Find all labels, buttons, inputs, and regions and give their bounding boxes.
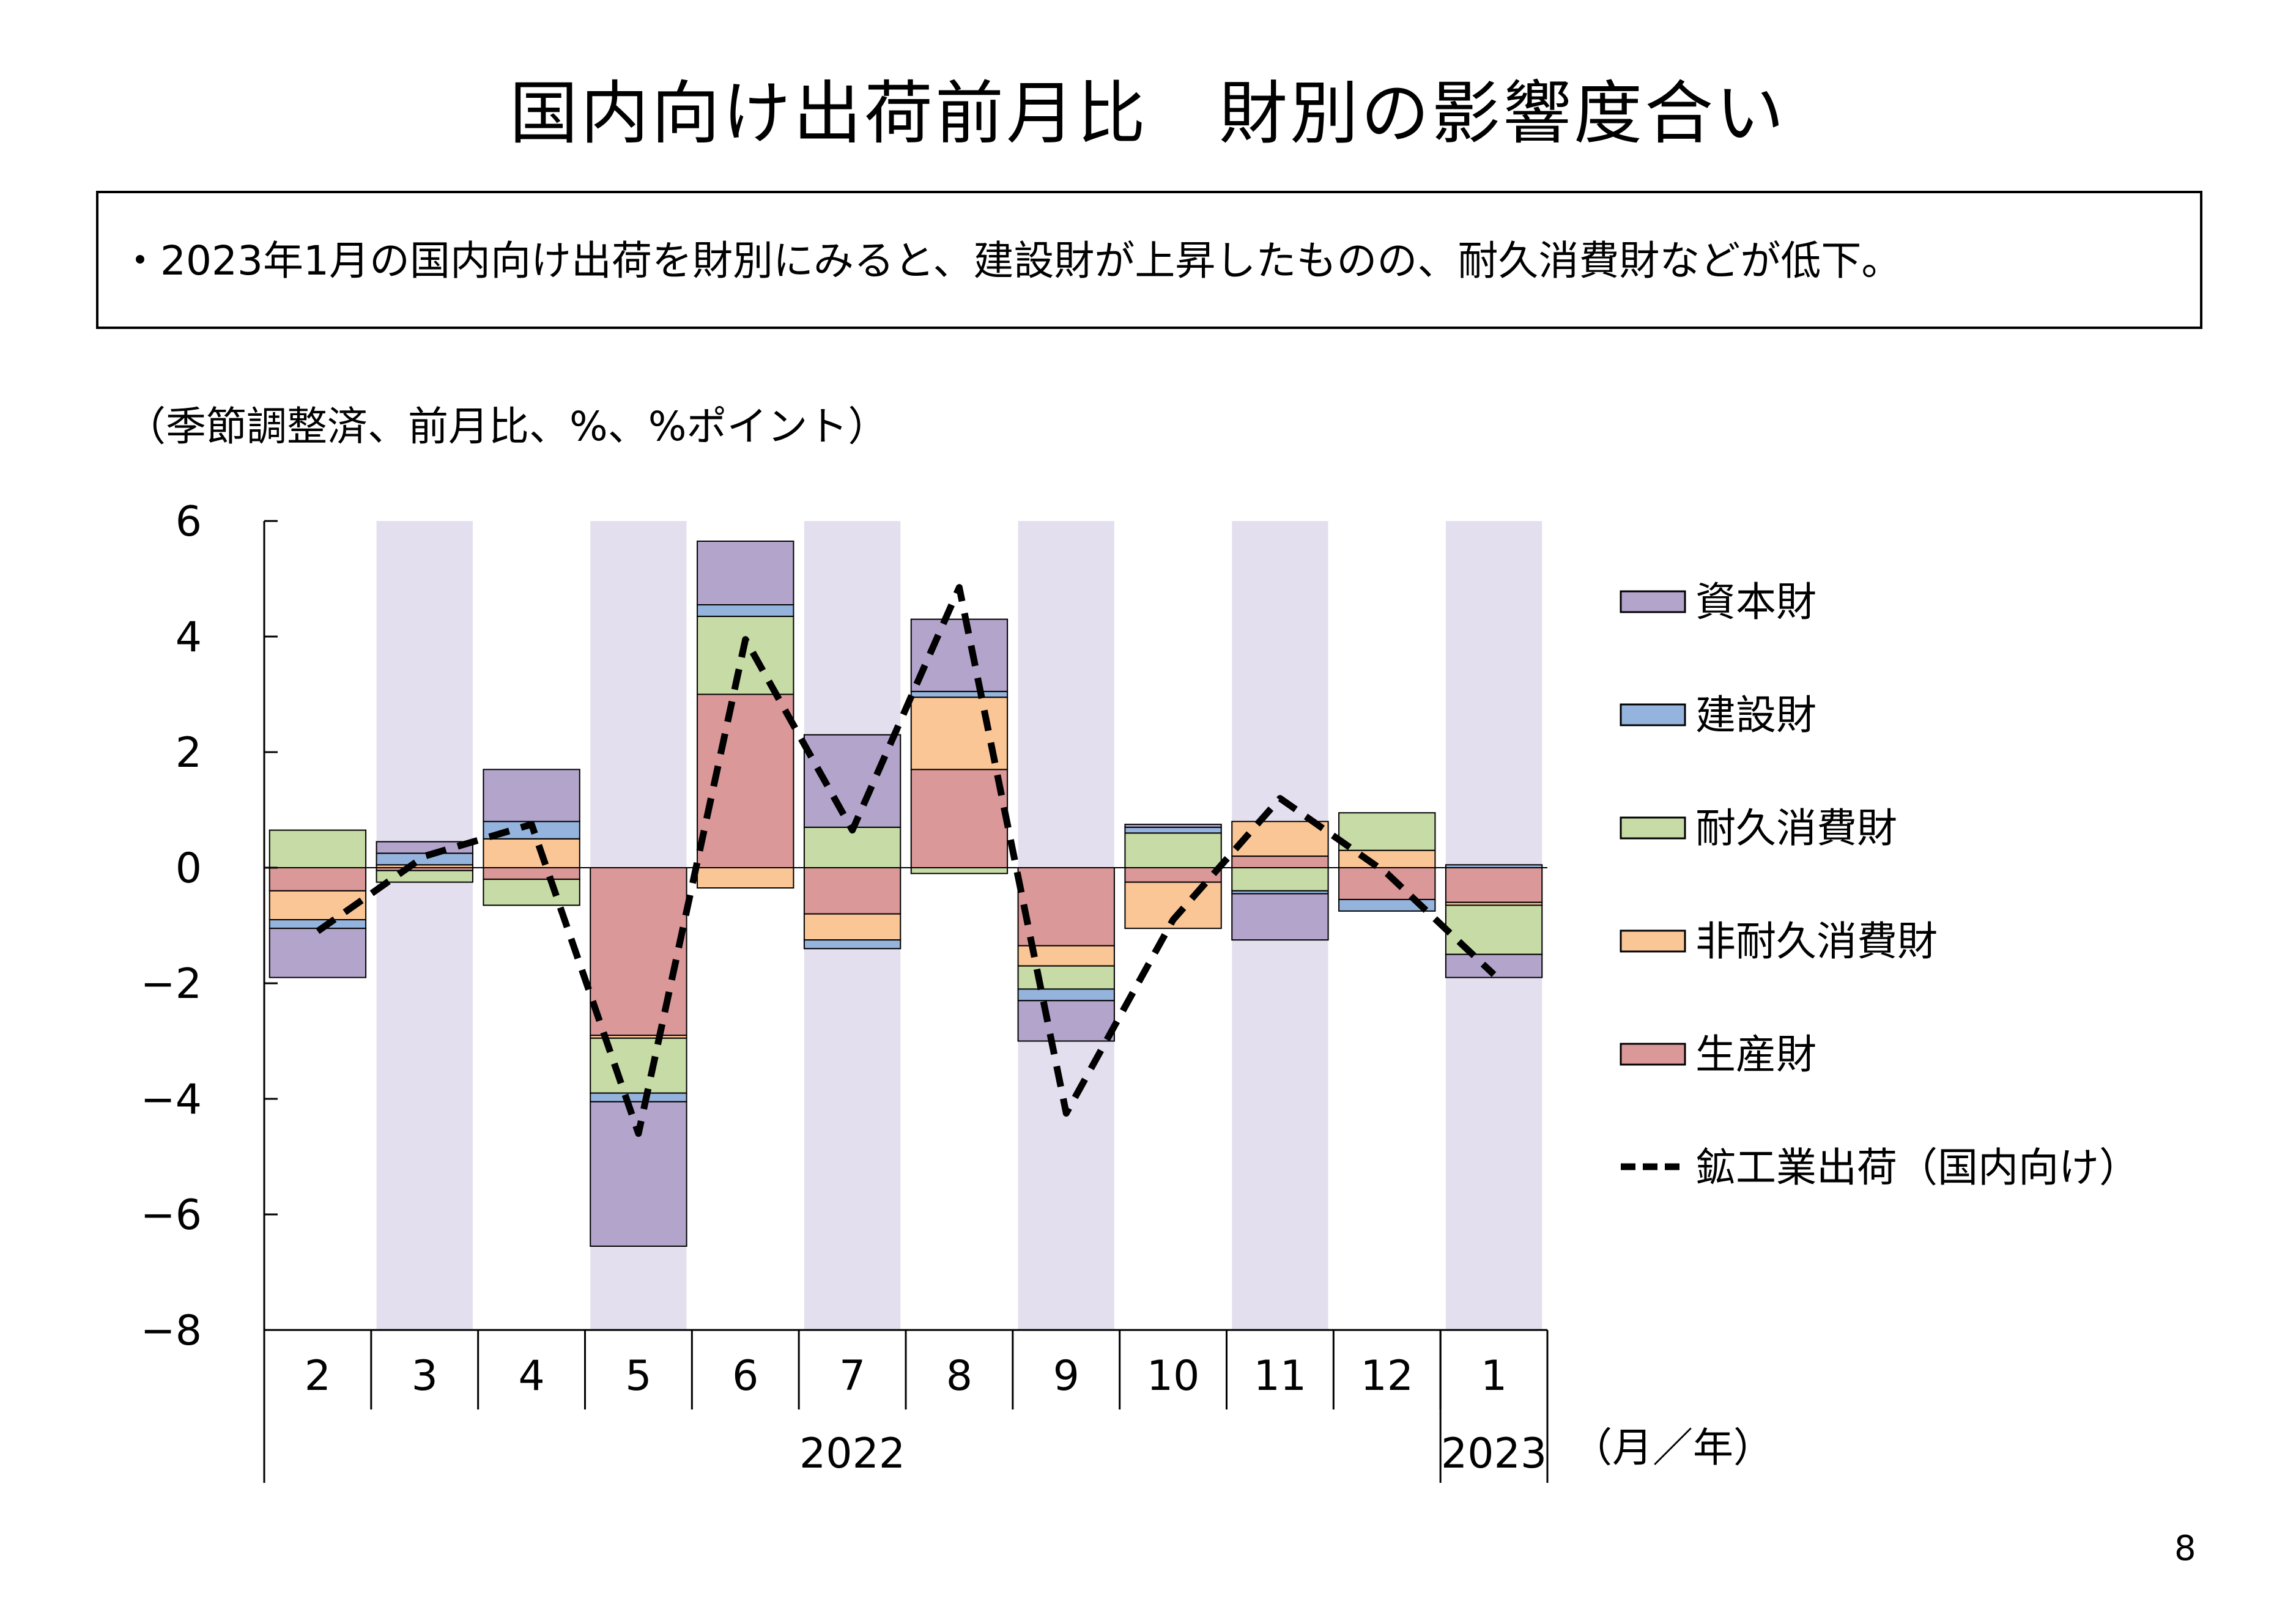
x-unit-label: （月／年）	[1572, 1424, 1774, 1471]
x-category-label: 2	[305, 1352, 331, 1400]
bar-capital	[1445, 953, 1543, 978]
bar-producer	[1338, 867, 1436, 900]
bar-nondurable	[697, 867, 794, 889]
bar-producer	[1124, 867, 1222, 883]
x-category-label: 7	[839, 1352, 865, 1400]
y-tick-label: 2	[176, 729, 202, 777]
bar-capital	[910, 618, 1009, 692]
bar-capital	[376, 841, 473, 854]
bar-construction	[1338, 898, 1436, 912]
bar-durable	[1124, 832, 1222, 869]
bar-durable	[803, 826, 902, 868]
bar-durable	[483, 878, 580, 906]
x-category-label: 4	[518, 1352, 544, 1400]
bar-construction	[1017, 988, 1115, 1002]
y-tick-label: −6	[141, 1191, 202, 1239]
y-tick-label: −8	[141, 1307, 202, 1355]
x-category-label: 3	[412, 1352, 438, 1400]
x-category-label: 9	[1053, 1352, 1079, 1400]
axes	[263, 520, 1549, 1483]
bar-construction	[376, 852, 473, 866]
legend-swatch-construction	[1620, 703, 1686, 726]
bar-capital	[483, 769, 580, 822]
bar-nondurable	[803, 913, 902, 941]
legend-swatch-producer	[1620, 1043, 1686, 1066]
y-tick-label: 4	[176, 613, 202, 662]
page-number: 8	[2174, 1529, 2196, 1568]
x-category-label: 12	[1360, 1352, 1413, 1400]
y-tick-label: 0	[176, 844, 202, 893]
bar-durable	[910, 867, 1009, 874]
bar-durable	[376, 870, 473, 883]
x-year-label: 2023	[1441, 1430, 1547, 1478]
x-category-label: 10	[1147, 1352, 1200, 1400]
bar-producer	[1445, 867, 1543, 903]
shipments-line	[316, 584, 1497, 1137]
bar-construction	[268, 919, 367, 929]
legend-label: 鉱工業出荷（国内向け）	[1695, 1144, 2139, 1191]
bar-segments	[268, 541, 1543, 1247]
bar-construction	[910, 690, 1009, 698]
bar-durable	[1231, 867, 1329, 892]
legend-label: 資本財	[1695, 578, 1816, 626]
bar-producer	[483, 867, 580, 880]
bar-construction	[1124, 826, 1222, 834]
legend-label: 生産財	[1695, 1031, 1816, 1078]
x-category-label: 6	[732, 1352, 758, 1400]
y-tick-label: 6	[176, 498, 202, 546]
bar-producer	[1017, 867, 1115, 947]
bar-construction	[590, 1092, 687, 1103]
bar-construction	[803, 939, 902, 950]
legend-swatch-durable	[1620, 816, 1686, 840]
y-tick-label: −2	[141, 960, 202, 1008]
axis-text: 6 4 2 0 −2 −4 −6 −8 2 3 4 5 6 7 8 9 10 11 12 1 2022 2023 （月／年）	[141, 498, 1774, 1478]
x-category-label: 11	[1254, 1352, 1307, 1400]
legend-label: 耐久消費財	[1695, 805, 1897, 852]
bar-capital	[1124, 824, 1222, 828]
page-title: 国内向け出荷前月比 財別の影響度合い	[509, 74, 1787, 153]
unit-note: （季節調整済、前月比、%、%ポイント）	[125, 403, 889, 450]
summary-text: ・2023年1月の国内向け出荷を財別にみると、建設財が上昇したものの、耐久消費財…	[120, 237, 1902, 284]
bar-construction	[697, 604, 794, 617]
bar-durable	[1338, 812, 1436, 851]
x-year-label: 2022	[799, 1430, 905, 1478]
shipments-line-layer	[316, 584, 1497, 1137]
bar-capital	[268, 928, 367, 978]
bar-producer	[910, 769, 1009, 868]
bar-producer	[590, 867, 687, 1036]
bar-producer	[1231, 855, 1329, 868]
bar-durable	[1017, 965, 1115, 990]
x-category-label: 5	[625, 1352, 651, 1400]
bar-capital	[803, 734, 902, 828]
legend-swatch-capital	[1620, 590, 1686, 613]
summary-box: ・2023年1月の国内向け出荷を財別にみると、建設財が上昇したものの、耐久消費財…	[96, 191, 2202, 329]
bar-nondurable	[483, 838, 580, 868]
x-category-label: 8	[946, 1352, 972, 1400]
bar-capital	[697, 541, 794, 606]
bar-producer	[268, 867, 367, 892]
bar-producer	[803, 867, 902, 915]
y-tick-label: −4	[141, 1076, 202, 1124]
legend-label: 建設財	[1695, 692, 1816, 739]
bar-durable	[268, 829, 367, 868]
bar-capital	[1017, 1000, 1115, 1042]
x-category-label: 1	[1481, 1352, 1507, 1400]
bar-capital	[1231, 893, 1329, 941]
legend-label: 非耐久消費財	[1695, 918, 1938, 965]
bar-nondurable	[1338, 849, 1436, 869]
shade-band	[376, 521, 473, 1330]
legend-swatch-nondurable	[1620, 929, 1686, 953]
